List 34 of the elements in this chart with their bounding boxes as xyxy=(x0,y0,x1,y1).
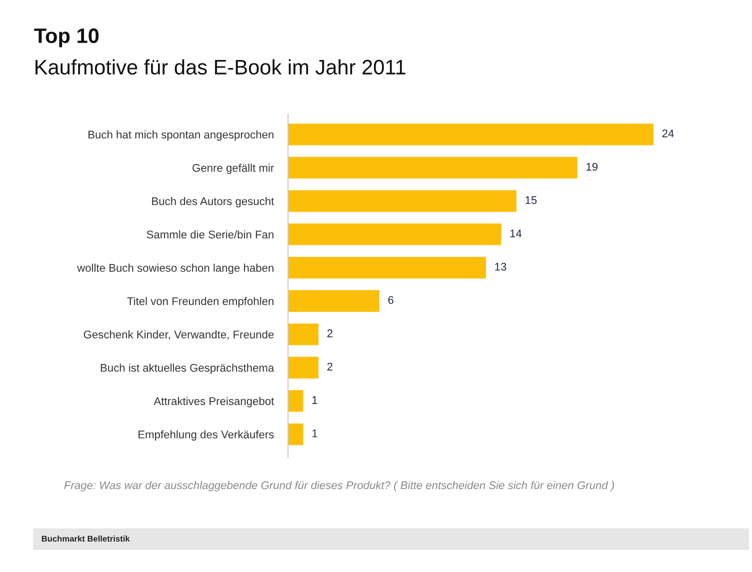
data-label: 1 xyxy=(312,396,318,404)
bar xyxy=(288,224,502,246)
y-tick-label: Buch hat mich spontan angesprochen xyxy=(88,130,274,141)
data-label: 6 xyxy=(388,296,394,304)
bar xyxy=(288,390,304,412)
data-label: 1 xyxy=(312,430,318,438)
text: Frage: Was war der ausschlaggebende Grund für dieses Produkt? ( Bitte entscheiden Sie sich für einen Grund ) xyxy=(64,481,614,492)
text: Top 10 xyxy=(34,28,99,48)
data-label: 2 xyxy=(327,329,332,338)
y-tick-label: Buch ist aktuelles Gesprächsthema xyxy=(100,364,274,374)
bar xyxy=(288,124,654,146)
data-label: 13 xyxy=(495,262,506,271)
bar xyxy=(288,256,486,279)
data-label: 2 xyxy=(327,362,332,371)
bar xyxy=(288,323,318,346)
data-label: 14 xyxy=(510,230,522,238)
y-tick-label: wollte Buch sowieso schon lange haben xyxy=(77,264,274,274)
data-label: 15 xyxy=(526,196,537,204)
y-tick-label: Genre gefällt mir xyxy=(192,164,274,174)
y-tick-label: Empfehlung des Verkäufers xyxy=(138,430,274,441)
data-label: 24 xyxy=(662,130,674,138)
data-label: 19 xyxy=(586,162,598,171)
chart-subtitle: Kaufmotive für das E-Book im Jahr 2011 xyxy=(36,59,406,75)
text: Buchmarkt Belletristik xyxy=(42,536,130,542)
y-tick-label: Sammle die Serie/bin Fan xyxy=(146,230,274,238)
bar xyxy=(288,423,304,446)
y-tick-label: Attraktives Preisangebot xyxy=(154,396,274,408)
y-tick-label: Titel von Freunden empfohlen xyxy=(127,296,274,308)
bar xyxy=(288,190,516,212)
bar xyxy=(288,356,318,378)
y-tick-label: Geschenk Kinder, Verwandte, Freunde xyxy=(84,330,274,340)
y-tick-label: Buch des Autors gesucht xyxy=(152,197,274,208)
bar xyxy=(288,290,380,312)
bar xyxy=(288,156,578,179)
